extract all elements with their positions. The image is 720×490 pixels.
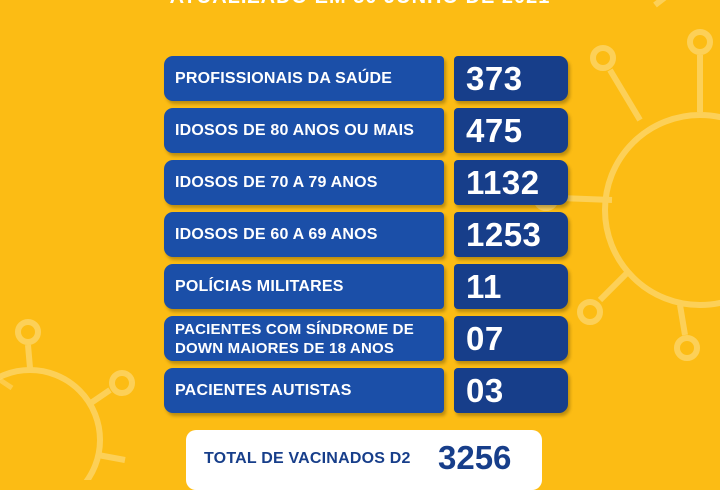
- row-label: PROFISSIONAIS DA SAÚDE: [164, 56, 444, 101]
- table-row: IDOSOS DE 80 ANOS OU MAIS 475: [164, 108, 568, 153]
- row-value: 373: [454, 56, 568, 101]
- row-value: 1253: [454, 212, 568, 257]
- row-label: IDOSOS DE 80 ANOS OU MAIS: [164, 108, 444, 153]
- virus-outline-icon-right: [533, 0, 720, 361]
- table-row: PACIENTES COM SÍNDROME DE DOWN MAIORES D…: [164, 316, 568, 361]
- row-label: PACIENTES COM SÍNDROME DE DOWN MAIORES D…: [164, 316, 444, 361]
- row-value: 07: [454, 316, 568, 361]
- row-label-line: PACIENTES COM SÍNDROME DE: [175, 320, 414, 338]
- row-label: PACIENTES AUTISTAS: [164, 368, 444, 413]
- total-label: TOTAL DE VACINADOS D2: [204, 450, 411, 467]
- table-row: IDOSOS DE 60 A 69 ANOS 1253: [164, 212, 568, 257]
- page-title: ATUALIZADO EM 30 JUNHO DE 2021: [150, 0, 570, 8]
- row-value: 11: [454, 264, 568, 309]
- virus-outline-icon-left: [0, 319, 135, 480]
- total-box: TOTAL DE VACINADOS D2 3256: [186, 430, 542, 490]
- row-label: IDOSOS DE 70 A 79 ANOS: [164, 160, 444, 205]
- virus-decoration: [0, 0, 720, 480]
- table-row: POLÍCIAS MILITARES 11: [164, 264, 568, 309]
- table-row: PROFISSIONAIS DA SAÚDE 373: [164, 56, 568, 101]
- row-label-line: DOWN MAIORES DE 18 ANOS: [175, 339, 395, 357]
- table-row: PACIENTES AUTISTAS 03: [164, 368, 568, 413]
- row-value: 475: [454, 108, 568, 153]
- row-label: POLÍCIAS MILITARES: [164, 264, 444, 309]
- table-row: IDOSOS DE 70 A 79 ANOS 1132: [164, 160, 568, 205]
- total-value: 3256: [438, 439, 512, 476]
- row-value: 03: [454, 368, 568, 413]
- row-label: IDOSOS DE 60 A 69 ANOS: [164, 212, 444, 257]
- row-value: 1132: [454, 160, 568, 205]
